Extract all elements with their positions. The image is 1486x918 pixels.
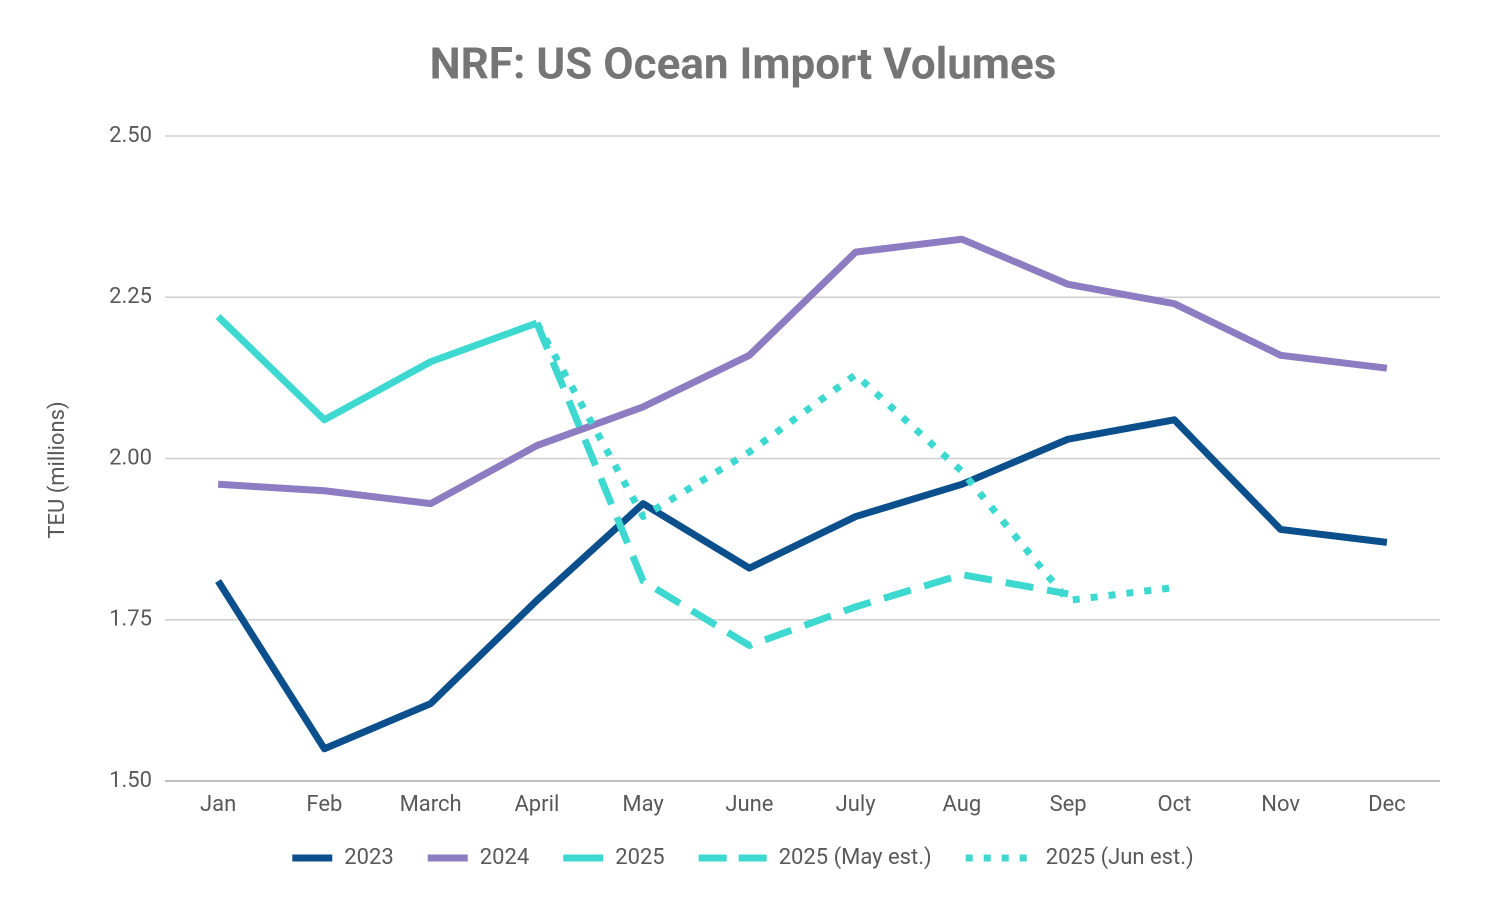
x-tick-label: April — [514, 792, 559, 817]
x-tick-label: Feb — [306, 792, 342, 817]
series-line — [533, 321, 1069, 650]
legend-label: 2023 — [344, 845, 393, 870]
x-tick-label: June — [725, 792, 773, 817]
series-line — [533, 321, 1175, 604]
y-tick-label: 2.50 — [109, 123, 152, 148]
legend-label: 2025 (May est.) — [779, 845, 932, 870]
legend-label: 2025 (Jun est.) — [1046, 845, 1194, 870]
x-tick-label: Nov — [1261, 792, 1300, 817]
x-tick-label: July — [836, 792, 877, 817]
series-line — [215, 416, 1388, 753]
x-tick-label: Aug — [943, 792, 982, 817]
series-line — [217, 235, 1388, 508]
series-line — [215, 314, 539, 424]
legend-label: 2024 — [480, 845, 529, 870]
y-tick-label: 2.00 — [109, 445, 152, 470]
x-tick-label: Jan — [200, 792, 236, 817]
y-tick-label: 2.25 — [109, 284, 152, 309]
chart-title: NRF: US Ocean Import Volumes — [430, 38, 1057, 90]
y-tick-label: 1.50 — [109, 768, 152, 793]
legend-label: 2025 — [615, 845, 664, 870]
x-tick-label: May — [622, 792, 664, 817]
x-tick-label: Dec — [1368, 792, 1406, 817]
y-tick-label: 1.75 — [109, 607, 152, 632]
x-tick-label: Sep — [1050, 792, 1087, 817]
x-tick-label: Oct — [1157, 792, 1191, 817]
y-axis-label: TEU (millions) — [45, 401, 70, 538]
x-tick-label: March — [400, 792, 462, 817]
